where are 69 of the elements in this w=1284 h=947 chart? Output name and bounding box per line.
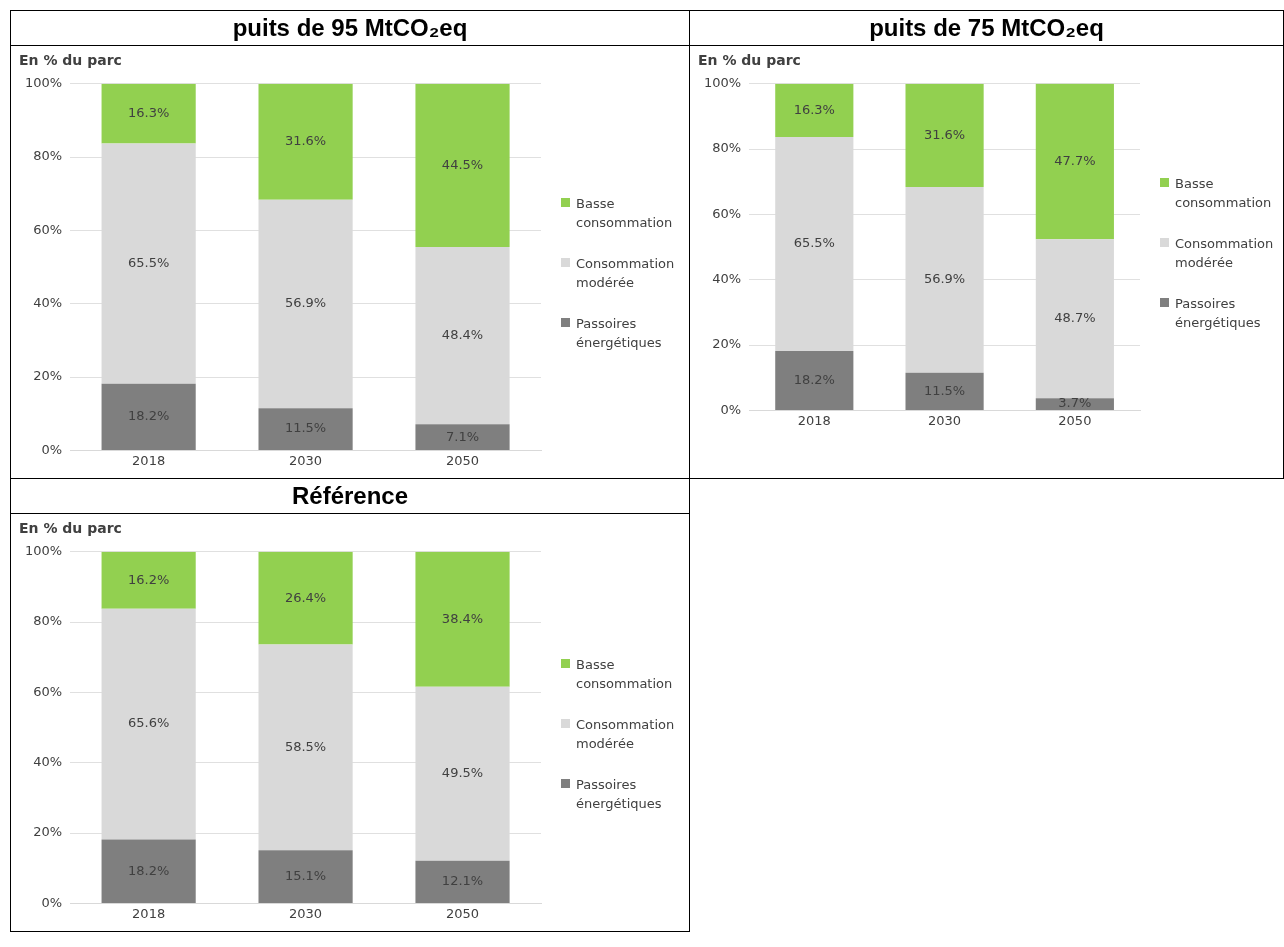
legend-label: Basse consommation [576, 655, 674, 693]
data-label: 31.6% [923, 126, 966, 142]
chart-title: puits de 75 MtCO₂eq [690, 11, 1283, 46]
y-tick-label: 100% [24, 543, 63, 559]
data-label: 48.4% [441, 327, 484, 343]
data-label: 11.5% [284, 420, 327, 436]
legend-label: Basse consommation [1175, 175, 1273, 212]
legend-label: Basse consommation [576, 195, 674, 232]
x-tick-label: 2018 [132, 452, 166, 468]
y-tick-label: 40% [33, 754, 63, 770]
data-label: 12.1% [441, 873, 484, 889]
chart-title: puits de 95 MtCO₂eq [11, 11, 689, 46]
legend-label: Consommation modérée [576, 255, 676, 292]
data-label: 31.6% [284, 133, 327, 149]
y-tick-label: 40% [33, 295, 63, 311]
legend-label: Passoires énergétiques [576, 775, 663, 813]
y-axis-title: En % du parc [18, 51, 123, 68]
data-label: 47.7% [1054, 152, 1096, 168]
y-tick-label: 0% [41, 894, 63, 910]
data-label: 26.4% [284, 589, 327, 605]
y-tick-label: 60% [33, 683, 63, 699]
chart-title: Référence [11, 479, 689, 514]
data-label: 18.2% [793, 371, 835, 387]
y-tick-label: 100% [24, 75, 63, 91]
y-tick-label: 60% [712, 205, 742, 221]
data-label: 49.5% [441, 765, 484, 781]
data-label: 56.9% [923, 271, 966, 287]
x-tick-label: 2050 [1058, 412, 1092, 428]
data-label: 16.3% [127, 105, 170, 121]
y-axis-title: En % du parc [18, 519, 123, 536]
x-tick-label: 2030 [928, 412, 962, 428]
data-label: 3.7% [1058, 395, 1092, 411]
y-tick-label: 80% [33, 148, 63, 164]
data-label: 7.1% [446, 428, 480, 444]
y-tick-label: 80% [33, 613, 63, 629]
x-tick-label: 2030 [289, 905, 323, 921]
data-label: 18.2% [127, 862, 170, 878]
y-tick-label: 20% [33, 368, 63, 384]
y-tick-label: 0% [720, 401, 742, 417]
legend-label: Passoires énergétiques [576, 315, 663, 352]
y-tick-label: 20% [712, 336, 742, 352]
y-tick-label: 0% [41, 441, 63, 457]
x-tick-label: 2050 [445, 452, 480, 468]
data-label: 18.2% [127, 408, 170, 424]
data-label: 38.4% [441, 610, 484, 626]
data-label: 65.6% [127, 715, 170, 731]
legend-label: Consommation modérée [1175, 235, 1275, 272]
data-label: 15.1% [284, 867, 327, 883]
data-label: 65.5% [127, 254, 170, 270]
y-tick-label: 40% [712, 271, 742, 287]
y-tick-label: 20% [33, 824, 63, 840]
y-tick-label: 100% [703, 75, 742, 91]
data-label: 16.3% [793, 101, 835, 117]
data-label: 48.7% [1054, 310, 1096, 326]
data-label: 44.5% [441, 156, 484, 172]
x-tick-label: 2030 [289, 452, 323, 468]
legend-label: Passoires énergétiques [1175, 295, 1262, 332]
data-label: 56.9% [284, 295, 327, 311]
y-tick-label: 60% [33, 221, 63, 237]
legend-label: Consommation modérée [576, 715, 676, 753]
x-tick-label: 2018 [797, 412, 831, 428]
x-tick-label: 2018 [132, 905, 166, 921]
data-label: 58.5% [284, 738, 327, 754]
y-axis-title: En % du parc [697, 51, 802, 68]
x-tick-label: 2050 [445, 905, 480, 921]
y-tick-label: 80% [712, 140, 742, 156]
data-label: 11.5% [923, 382, 966, 398]
data-label: 65.5% [793, 235, 835, 251]
data-label: 16.2% [127, 571, 170, 587]
